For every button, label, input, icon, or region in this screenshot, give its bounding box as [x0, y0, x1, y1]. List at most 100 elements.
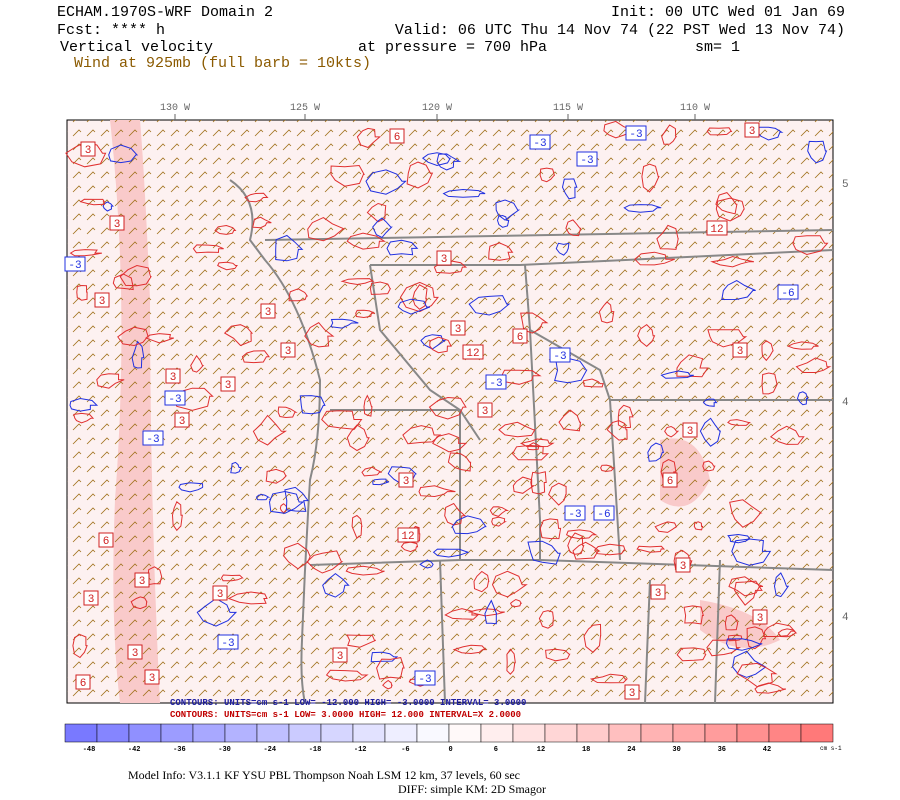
contour [807, 140, 828, 164]
colorbar-box [544, 723, 578, 743]
contour [558, 409, 582, 432]
contour [467, 608, 505, 617]
contour [361, 466, 382, 477]
contour-label-box [280, 342, 296, 358]
contour-label-box [529, 134, 551, 150]
contour [706, 127, 733, 136]
contour-label: 3 [757, 613, 764, 625]
contour [561, 178, 578, 200]
contour-label: -3 [221, 638, 234, 650]
contour [428, 396, 467, 420]
contour [223, 324, 254, 347]
contour [131, 340, 145, 369]
colorbar-unit: cm s-1 [820, 745, 842, 752]
contour [506, 648, 516, 675]
colorbar-label: -48 [83, 746, 96, 754]
contour [676, 354, 709, 378]
colorbar-label: 0 [448, 746, 452, 754]
contour-label-box [485, 374, 507, 390]
contour [567, 532, 585, 555]
contour [325, 669, 369, 682]
smoothing: sm= 1 [695, 39, 740, 56]
contour [706, 638, 742, 657]
contour [432, 433, 468, 453]
contour-label-box [142, 430, 164, 446]
contour-label-box [109, 215, 125, 231]
contour-label-box [477, 402, 493, 418]
colorbar-box [288, 723, 322, 743]
contour [346, 424, 370, 452]
contour-info-negative: CONTOURS: UNITS=cm s-1 LOW= -12.000 HIGH… [170, 698, 526, 708]
contour [519, 438, 555, 448]
colorbar-box [320, 723, 354, 743]
contour-label: 3 [687, 426, 694, 438]
contour [473, 570, 490, 593]
contour-label-box [777, 284, 799, 300]
contour [268, 490, 305, 514]
contour [583, 623, 602, 653]
colorbar-box [672, 723, 706, 743]
colorbar-box [224, 723, 258, 743]
contour [495, 199, 521, 221]
contour [623, 204, 662, 213]
contour-label: 3 [114, 219, 121, 231]
contour-label-box [174, 412, 190, 428]
contour [376, 657, 405, 680]
contour [501, 369, 542, 385]
contour-label: -6 [781, 288, 794, 300]
contour [356, 127, 382, 149]
contour-label: 3 [337, 651, 344, 663]
contour [402, 425, 442, 445]
contour-label-box [332, 647, 348, 663]
contour-label: -3 [533, 138, 546, 150]
contour-label-box [83, 590, 99, 606]
contour [606, 420, 628, 441]
contour [365, 169, 407, 195]
contour [488, 242, 514, 261]
contour-label: 3 [285, 346, 292, 358]
contour [275, 234, 304, 262]
contour [102, 201, 114, 212]
contour [171, 501, 183, 532]
contour [724, 614, 739, 631]
contour-label-box [127, 644, 143, 660]
contour [79, 198, 106, 206]
contour-info-positive: CONTOURS: UNITS=cm s-1 LOW= 3.0000 HIGH=… [170, 710, 521, 720]
colorbar-label: 30 [672, 746, 680, 754]
contour [227, 591, 268, 605]
contour [484, 599, 498, 625]
contour-label-box [682, 422, 698, 438]
contour-label-box [144, 669, 160, 685]
contour [727, 533, 751, 544]
contour [734, 580, 763, 606]
contour [589, 673, 629, 684]
contour [636, 545, 666, 553]
contour [637, 323, 656, 348]
contour [769, 425, 805, 445]
wind-note: Wind at 925mb (full barb = 10kts) [74, 55, 371, 72]
contour [647, 442, 665, 462]
contour [572, 541, 601, 560]
contour [725, 638, 763, 651]
contour [192, 244, 224, 254]
longitude-label: 110 W [680, 103, 710, 114]
contour [366, 202, 387, 223]
colorbar-box [704, 723, 738, 743]
contour [491, 516, 507, 527]
contour [731, 538, 772, 566]
contour [372, 478, 390, 486]
contour [306, 550, 344, 574]
contour-label-box [593, 505, 615, 521]
colorbar-box [800, 723, 834, 743]
colorbar-box [768, 723, 802, 743]
colorbar-label: 36 [718, 746, 726, 754]
colorbar-box [384, 723, 418, 743]
contour [762, 622, 796, 637]
contour-label: 3 [655, 588, 662, 600]
contour [729, 499, 763, 528]
contour [252, 216, 272, 229]
contour [773, 572, 790, 598]
contour-label: 3 [139, 576, 146, 588]
contour-label-box [389, 128, 405, 144]
contour [145, 333, 174, 344]
